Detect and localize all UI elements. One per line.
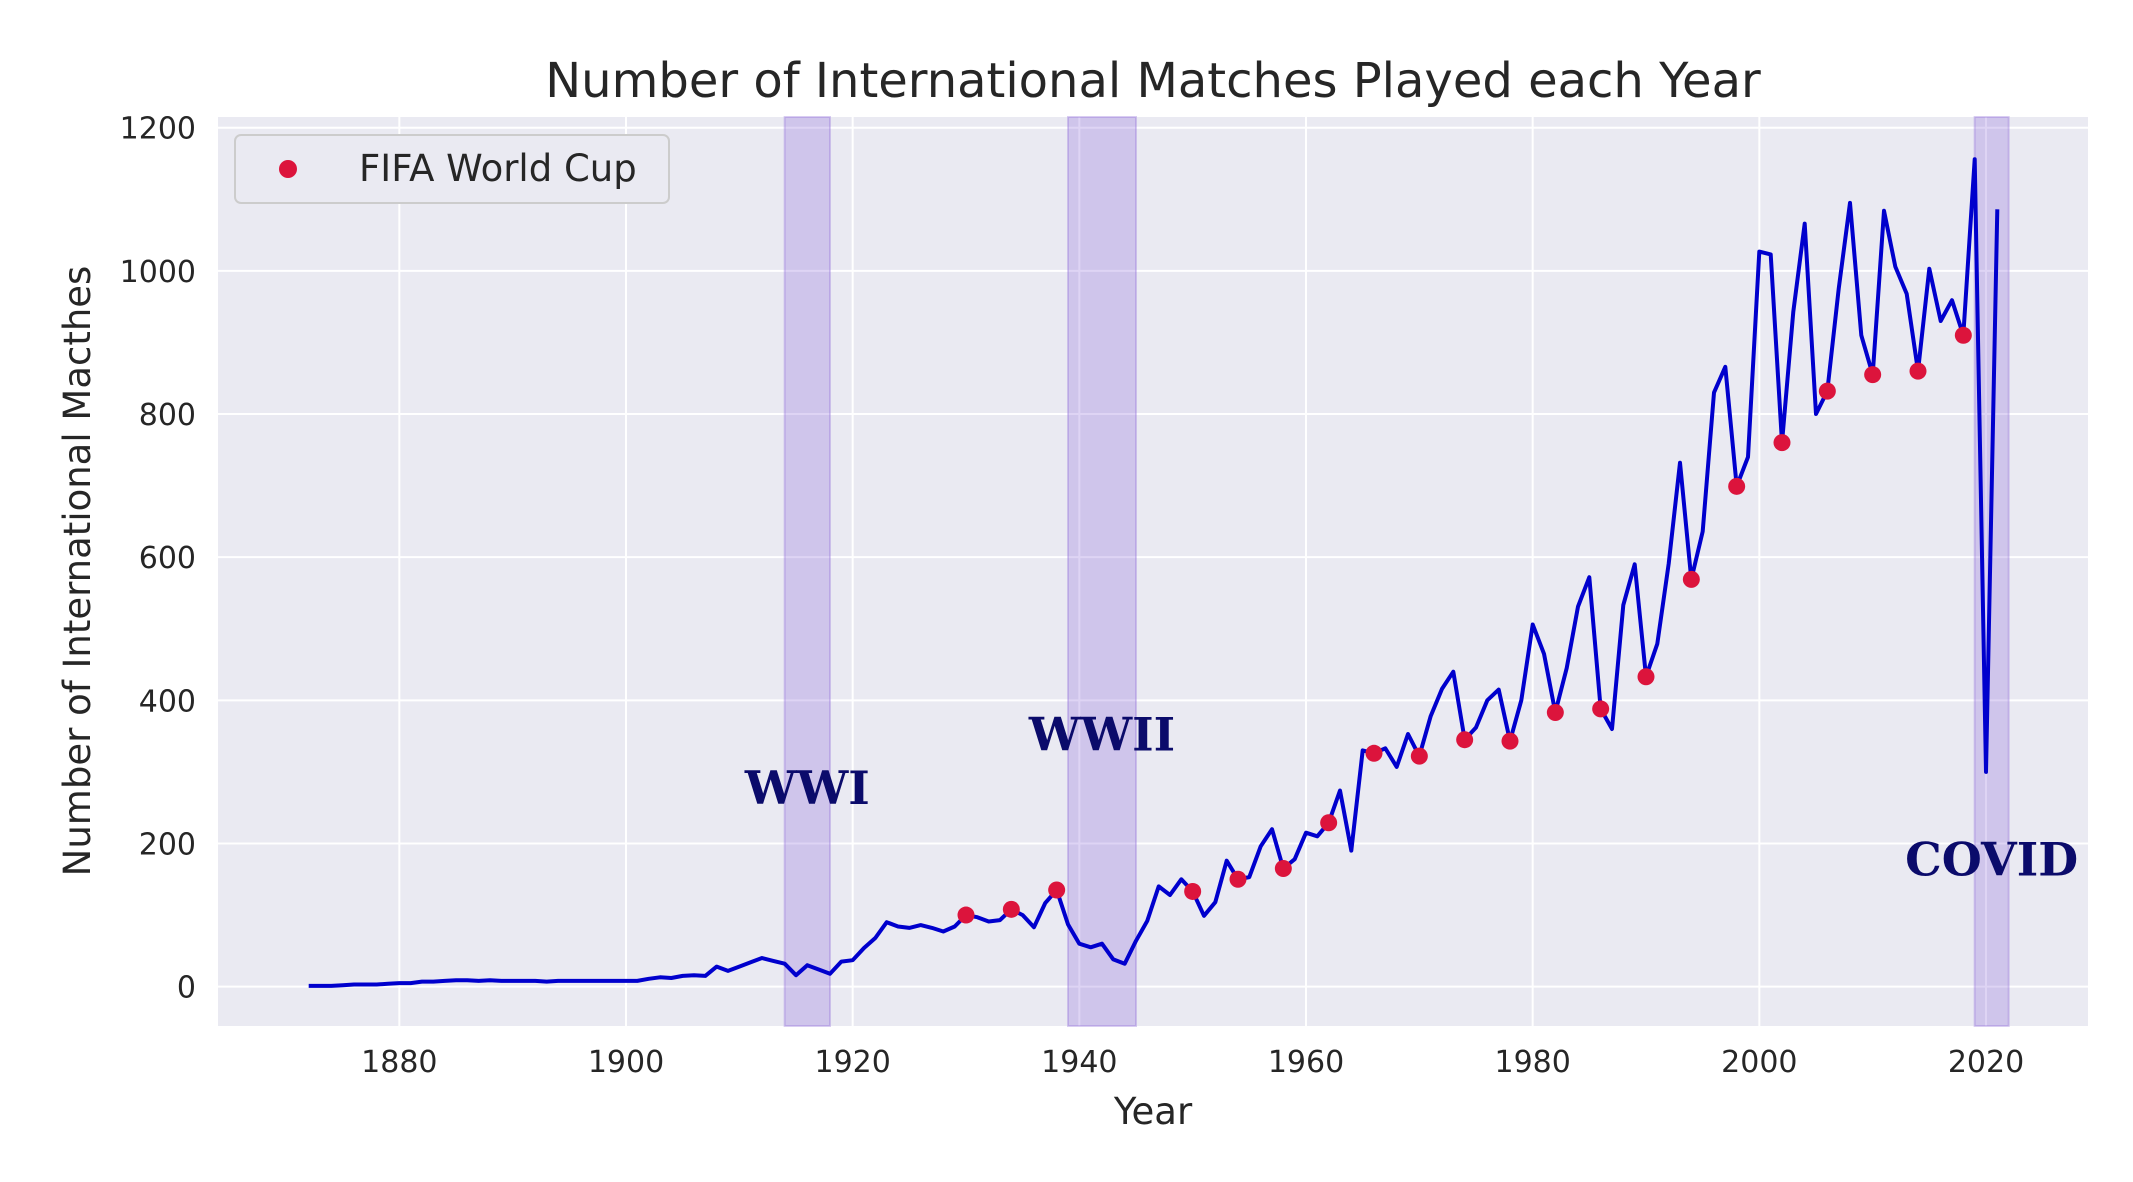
x-tick-label: 1940: [1041, 1045, 1117, 1080]
y-tick-label: 600: [139, 541, 196, 576]
world-cup-point: [1229, 870, 1247, 888]
x-tick-label: 1900: [588, 1045, 664, 1080]
world-cup-point: [1320, 814, 1338, 832]
matches-line: [308, 157, 2000, 988]
x-tick-labels: 1880 1900 1920 1940 1960 1980 2000 2020: [361, 1045, 2024, 1080]
world-cup-point: [1002, 900, 1020, 918]
period-spans: [783, 116, 2010, 1027]
period-annotations: WWI WWII COVID: [744, 707, 2078, 886]
world-cup-point: [1954, 326, 1972, 344]
y-tick-label: 1200: [120, 112, 196, 147]
world-cup-point: [1456, 731, 1474, 749]
annotation-wwi: WWI: [744, 761, 870, 815]
world-cup-point: [1365, 744, 1383, 762]
world-cup-point: [1864, 366, 1882, 384]
x-tick-label: 2020: [1948, 1045, 2024, 1080]
grid: [218, 117, 2088, 1026]
world-cup-point: [1501, 732, 1519, 750]
y-tick-label: 200: [139, 827, 196, 862]
world-cup-point: [1909, 362, 1927, 380]
y-tick-labels: 0 200 400 600 800 1000 1200: [120, 112, 196, 1006]
y-tick-label: 0: [177, 971, 196, 1006]
legend-label: FIFA World Cup: [359, 147, 637, 190]
annotation-wwii: WWII: [1028, 707, 1175, 761]
y-tick-label: 400: [139, 684, 196, 719]
x-axis-label: Year: [1113, 1090, 1193, 1133]
x-tick-label: 2000: [1721, 1045, 1797, 1080]
y-tick-label: 1000: [120, 255, 196, 290]
x-tick-label: 1880: [361, 1045, 437, 1080]
series-layer: [308, 157, 2000, 988]
world-cup-point: [1184, 882, 1202, 900]
world-cup-point: [1546, 704, 1564, 722]
legend-marker: [279, 160, 297, 178]
plot-background: [218, 117, 2088, 1026]
x-tick-label: 1960: [1268, 1045, 1344, 1080]
y-axis-label: Number of International Macthes: [56, 266, 99, 877]
world-cup-point: [1818, 382, 1836, 400]
world-cup-point: [1773, 434, 1791, 452]
legend: FIFA World Cup: [234, 134, 670, 204]
annotation-covid: COVID: [1905, 833, 2078, 887]
chart-title: Number of International Matches Played e…: [545, 53, 1761, 109]
world-cup-point: [1274, 860, 1292, 878]
span-wwii: [1067, 116, 1137, 1027]
world-cup-point: [1048, 881, 1066, 899]
world-cup-point: [957, 906, 975, 924]
x-tick-label: 1980: [1494, 1045, 1570, 1080]
world-cup-point: [1410, 747, 1428, 765]
world-cup-point: [1592, 700, 1610, 718]
span-wwi: [783, 116, 832, 1027]
legend-box: [234, 134, 670, 204]
world-cup-point: [1728, 477, 1746, 495]
world-cup-point: [1637, 668, 1655, 686]
world-cup-point: [1682, 570, 1700, 588]
x-tick-label: 1920: [814, 1045, 890, 1080]
y-tick-label: 800: [139, 398, 196, 433]
